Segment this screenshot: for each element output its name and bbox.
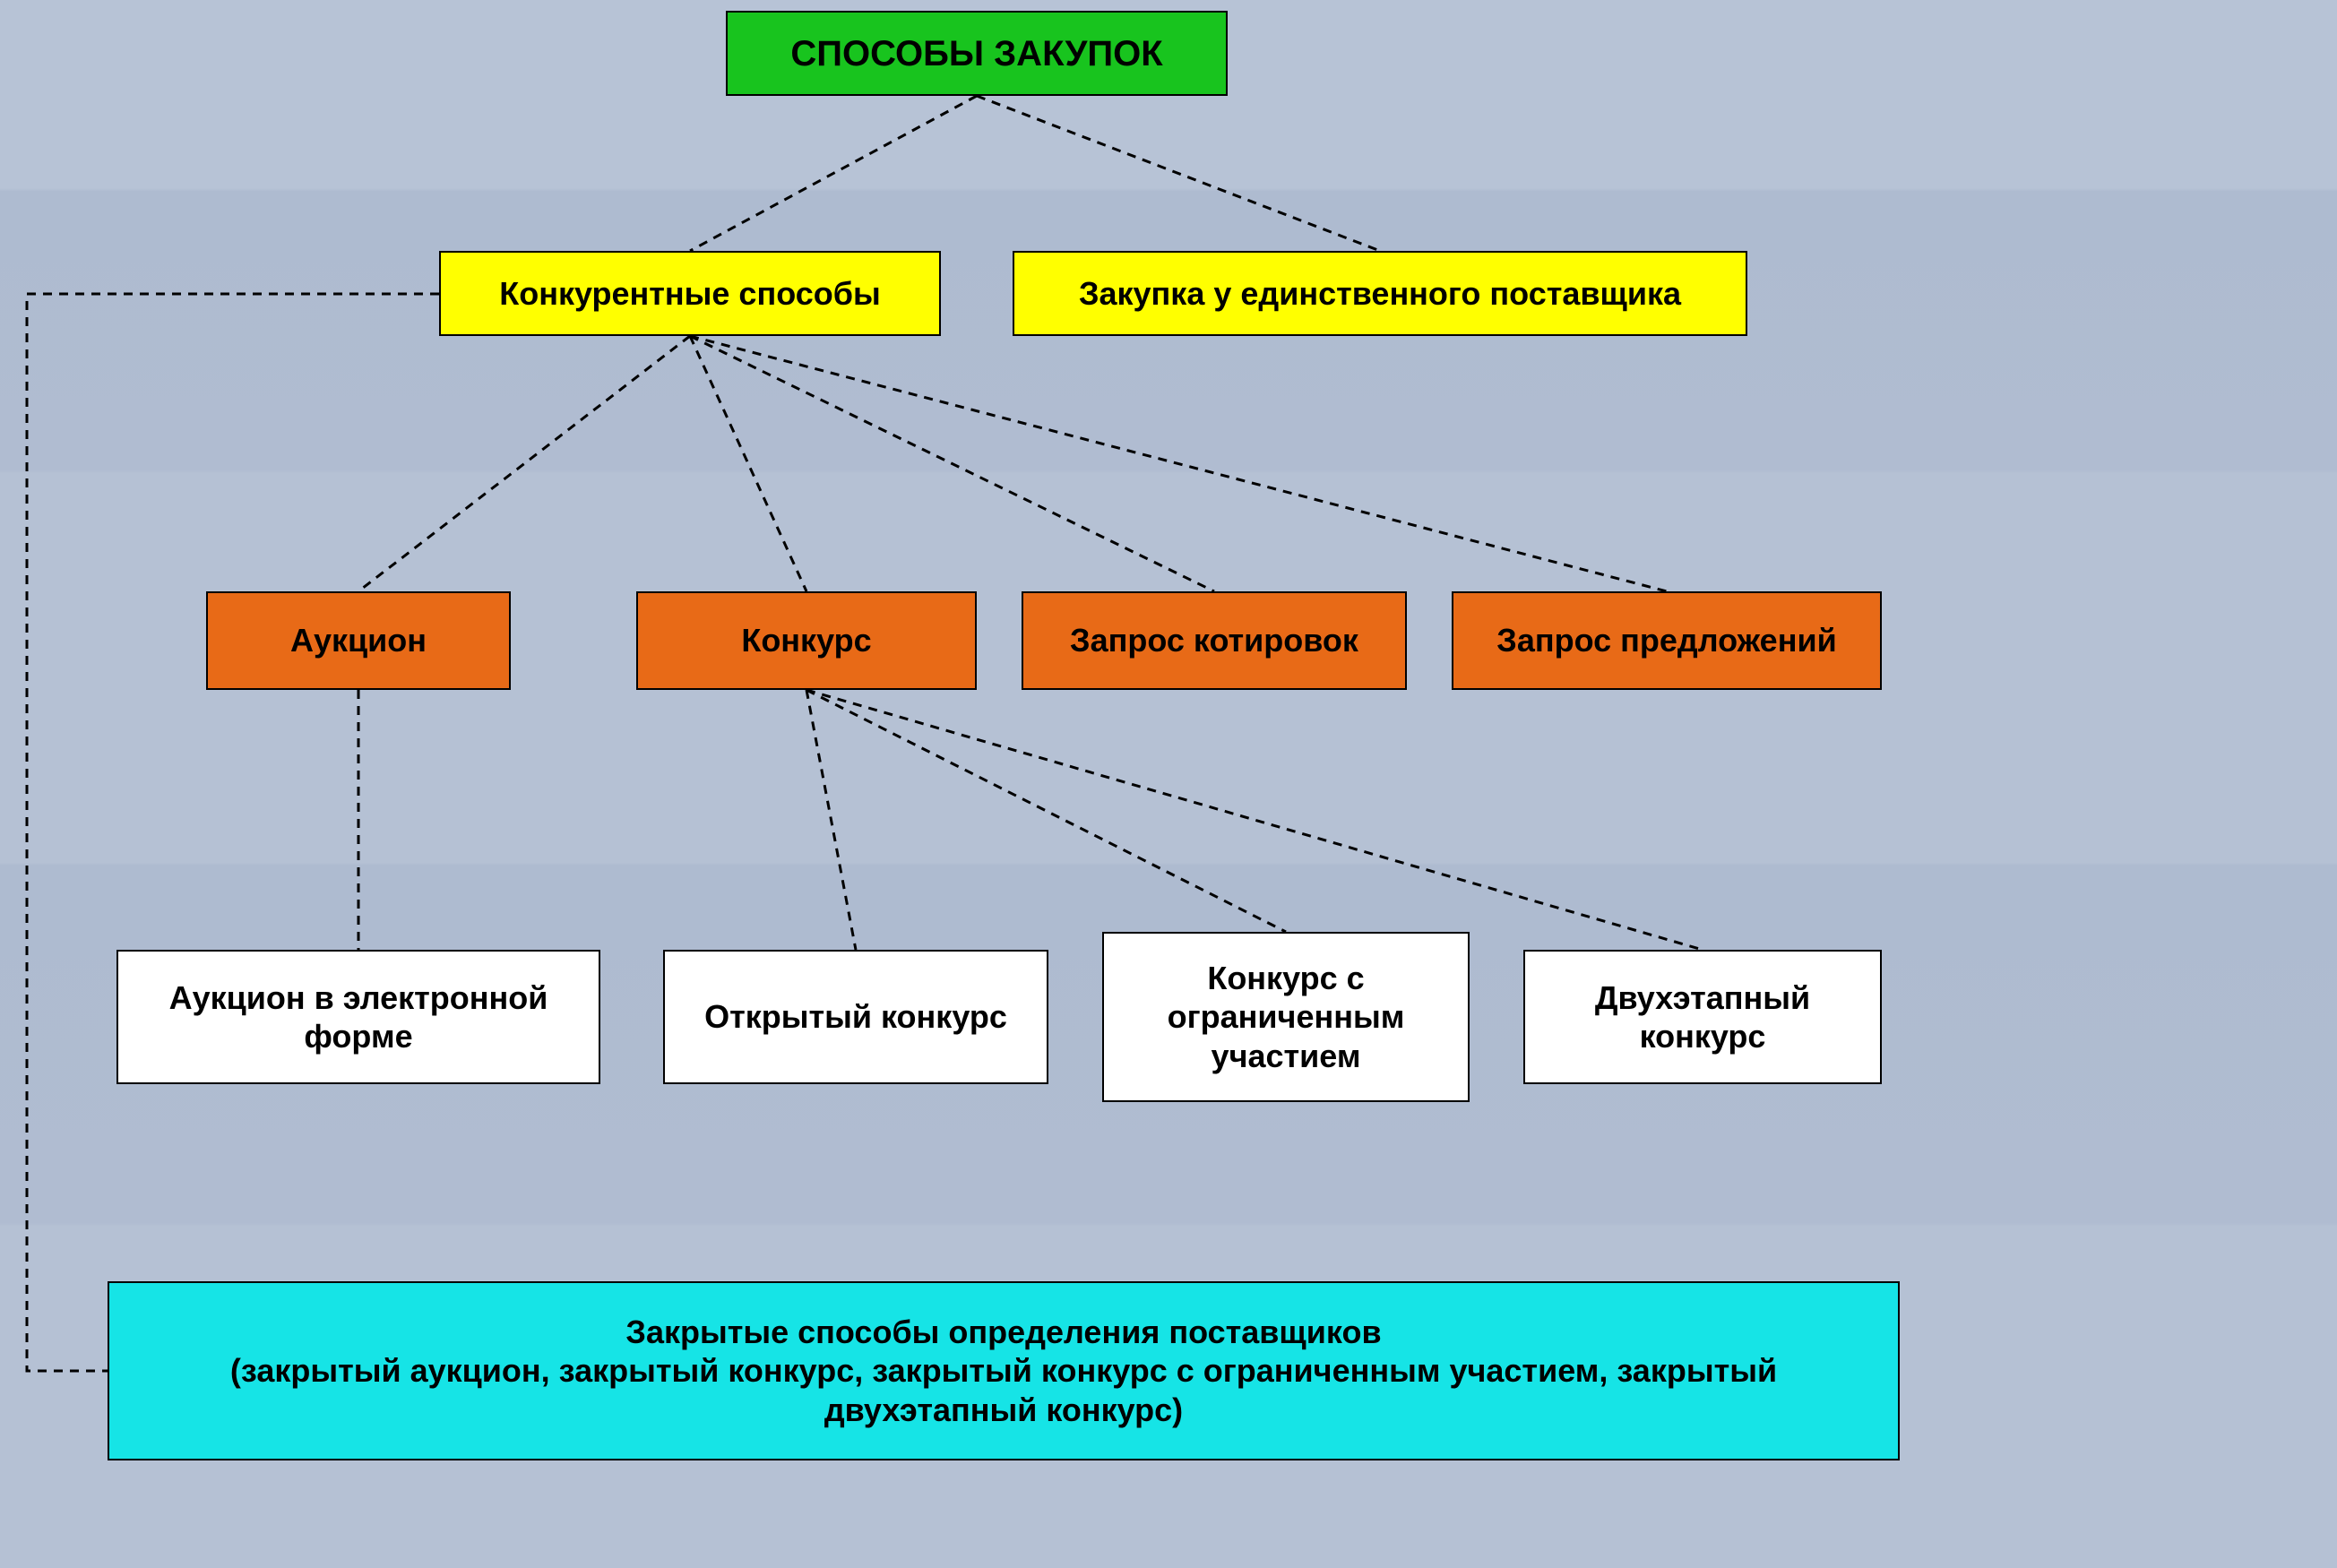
node-competitive-label: Конкурентные способы [499,274,880,313]
node-single-supplier-label: Закупка у единственного поставщика [1079,274,1681,313]
node-quote-request-label: Запрос котировок [1070,621,1358,659]
node-e-auction-label: Аукцион в электронной форме [133,978,584,1055]
node-proposal-request: Запрос предложений [1452,591,1882,690]
node-root: СПОСОБЫ ЗАКУПОК [726,11,1228,96]
node-open-contest-label: Открытый конкурс [704,997,1007,1036]
node-root-label: СПОСОБЫ ЗАКУПОК [790,32,1162,75]
node-closed-methods-label: Закрытые способы определения поставщиков… [124,1313,1884,1429]
node-competitive: Конкурентные способы [439,251,941,336]
node-quote-request: Запрос котировок [1022,591,1407,690]
node-auction: Аукцион [206,591,511,690]
node-contest: Конкурс [636,591,977,690]
node-auction-label: Аукцион [290,621,427,659]
node-limited-contest-label: Конкурс с ограниченным участием [1118,959,1453,1075]
node-proposal-request-label: Запрос предложений [1496,621,1836,659]
node-open-contest: Открытый конкурс [663,950,1048,1084]
node-contest-label: Конкурс [741,621,871,659]
node-two-stage-contest: Двухэтапный конкурс [1523,950,1882,1084]
node-single-supplier: Закупка у единственного поставщика [1013,251,1747,336]
node-limited-contest: Конкурс с ограниченным участием [1102,932,1470,1102]
diagram-stage: СПОСОБЫ ЗАКУПОК Конкурентные способы Зак… [0,0,2337,1568]
node-closed-methods: Закрытые способы определения поставщиков… [108,1281,1900,1460]
node-two-stage-contest-label: Двухэтапный конкурс [1539,978,1866,1055]
node-e-auction: Аукцион в электронной форме [116,950,600,1084]
